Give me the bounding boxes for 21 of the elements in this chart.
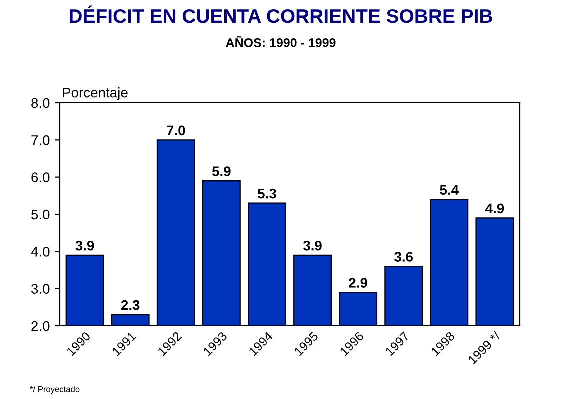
- data-label: 3.6: [394, 252, 414, 262]
- chart-subtitle: AÑOS: 1990 - 1999: [226, 36, 336, 48]
- data-label: 4.9: [486, 204, 504, 214]
- data-label: 3.9: [76, 240, 94, 251]
- y-tick-label: 3.0: [32, 284, 50, 294]
- y-tick-label: 7.0: [32, 136, 50, 146]
- y-tick-label: 8.0: [32, 98, 50, 108]
- y-axis-title: Porcentaje: [63, 88, 128, 100]
- data-label: 2.9: [349, 278, 368, 288]
- y-tick-label: 6.0: [32, 172, 50, 183]
- data-label: 3.9: [303, 240, 322, 251]
- y-tick-label: 2.0: [32, 321, 50, 332]
- data-label: 2.3: [121, 300, 140, 310]
- text: */ Proyectado: [30, 386, 80, 394]
- y-tick-label: 4.0: [31, 247, 50, 257]
- data-label: 5.3: [258, 188, 276, 199]
- y-tick-label: 5.0: [32, 210, 50, 220]
- chart-title: DÉFICIT EN CUENTA CORRIENTE SOBRE PIB: [70, 6, 492, 24]
- data-label: 5.9: [212, 166, 231, 176]
- data-label: 5.4: [440, 185, 459, 196]
- data-label: 7.0: [167, 126, 186, 136]
